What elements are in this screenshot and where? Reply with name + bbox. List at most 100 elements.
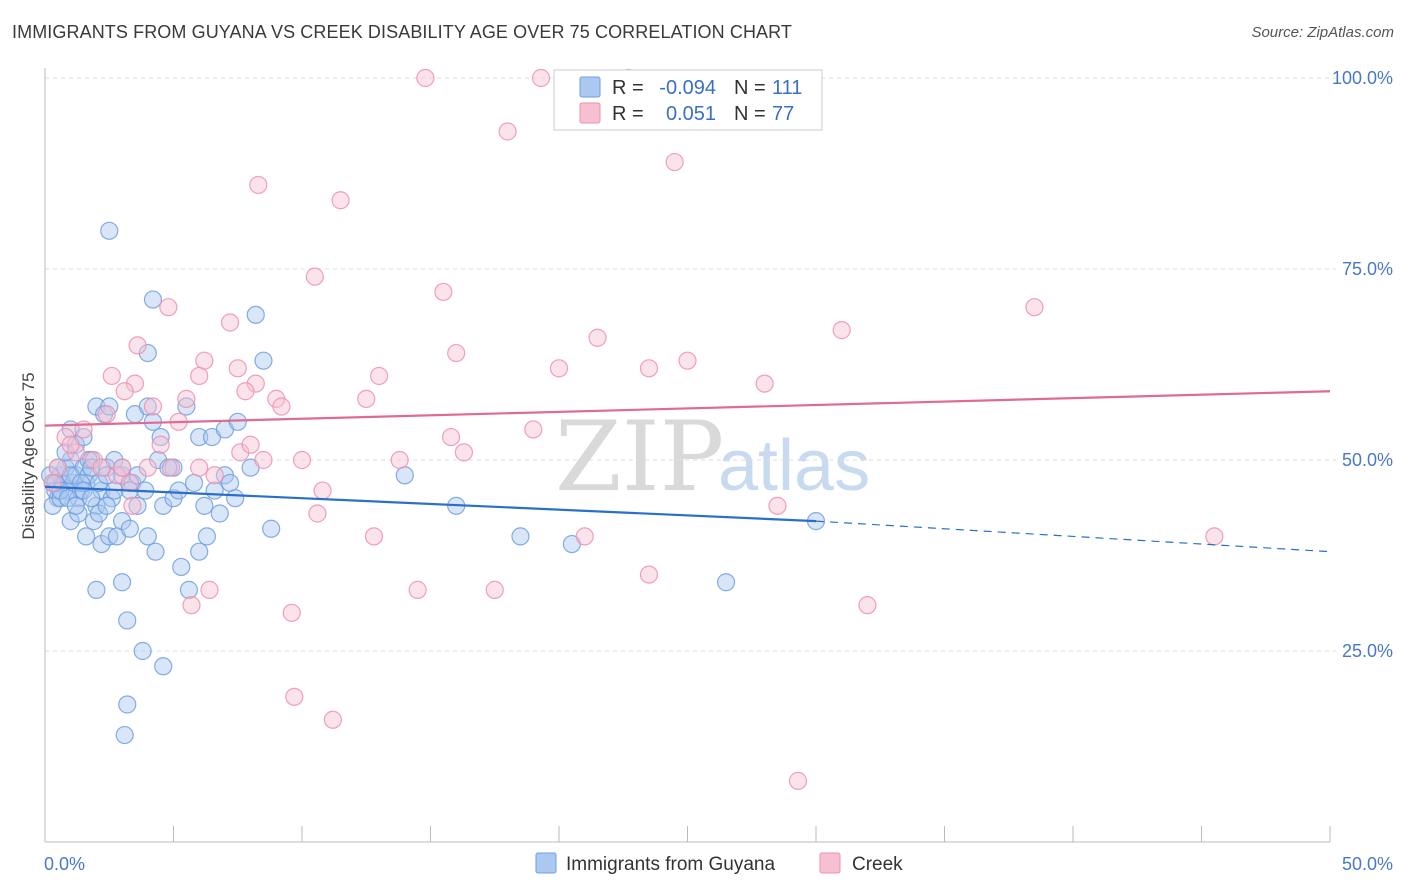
creek-point-14 xyxy=(447,343,466,363)
bottom-legend-label-guyana: Immigrants from Guyana xyxy=(566,854,775,875)
creek-point-16 xyxy=(549,359,569,378)
guyana-point-32 xyxy=(151,427,170,447)
creek-point-74 xyxy=(788,771,808,790)
creek-point-52 xyxy=(454,443,474,462)
legend-n-label-1: N = xyxy=(734,77,766,99)
creek-point-37 xyxy=(120,473,139,493)
guyana-point-98 xyxy=(97,496,116,515)
creek-point-48 xyxy=(272,397,291,416)
creek-point-66 xyxy=(485,580,504,599)
guyana-point-34 xyxy=(177,397,196,416)
guyana-point-44 xyxy=(254,351,273,370)
guyana-point-71 xyxy=(133,641,152,661)
guyana-point-56 xyxy=(128,496,147,515)
legend-n-value-2: 77 xyxy=(772,103,794,125)
guyana-point-75 xyxy=(262,519,281,538)
guyana-point-51 xyxy=(92,534,111,554)
creek-point-64 xyxy=(1205,527,1224,546)
guyana-point-61 xyxy=(172,557,191,577)
guyana-point-94 xyxy=(66,496,85,515)
legend-r-label-1: R = xyxy=(612,77,644,99)
creek-point-63 xyxy=(768,496,787,515)
guyana-point-69 xyxy=(87,580,106,599)
creek-point-69 xyxy=(200,580,219,599)
guyana-point-106 xyxy=(169,481,188,500)
series-legend: Immigrants from Guyana Creek xyxy=(535,852,903,875)
legend-r-value-2: 0.051 xyxy=(666,103,716,125)
creek-point-38 xyxy=(138,458,157,477)
chart-source: Source: ZipAtlas.com xyxy=(1251,24,1394,41)
y-tick-label-0: 25.0% xyxy=(1342,641,1393,661)
series-creek-points xyxy=(43,68,1224,790)
creek-point-58 xyxy=(123,496,142,515)
guyana-point-59 xyxy=(154,496,173,515)
trend-lines xyxy=(44,390,1331,553)
creek-point-22 xyxy=(125,374,145,393)
guyana-point-95 xyxy=(74,481,93,500)
creek-point-10 xyxy=(220,313,240,332)
creek-point-17 xyxy=(639,359,659,378)
creek-point-34 xyxy=(84,450,103,470)
creek-point-8 xyxy=(434,282,453,302)
guyana-point-72 xyxy=(154,657,173,676)
creek-point-19 xyxy=(190,366,209,386)
creek-point-39 xyxy=(161,458,181,477)
guyana-point-52 xyxy=(100,527,119,546)
creek-point-70 xyxy=(182,596,201,615)
correlation-legend: R = -0.094 N = 111 R = 0.051 N = 77 xyxy=(553,69,823,131)
guyana-point-85 xyxy=(89,473,109,493)
creek-point-9 xyxy=(1025,298,1044,317)
guyana-point-64 xyxy=(197,527,217,546)
guyana-point-58 xyxy=(146,542,165,561)
creek-point-7 xyxy=(305,267,324,286)
creek-trend-line xyxy=(44,390,1331,427)
guyana-point-96 xyxy=(82,489,101,508)
creek-point-30 xyxy=(97,405,116,424)
guyana-point-45 xyxy=(43,496,62,515)
y-tick-label-2: 75.0% xyxy=(1342,259,1393,279)
watermark-atlas: atlas xyxy=(718,426,870,506)
guyana-point-40 xyxy=(100,221,119,240)
guyana-point-55 xyxy=(120,519,139,538)
guyana-point-49 xyxy=(77,527,96,546)
creek-point-61 xyxy=(364,527,384,546)
guyana-point-74 xyxy=(115,725,134,745)
x-tick-label-1: 50.0% xyxy=(1342,854,1393,874)
guyana-point-26 xyxy=(87,397,106,416)
bottom-legend-swatch-creek xyxy=(819,852,841,874)
creek-point-51 xyxy=(441,427,461,447)
creek-point-26 xyxy=(115,382,134,401)
creek-point-65 xyxy=(408,580,427,599)
guyana-point-110 xyxy=(226,489,245,508)
creek-point-43 xyxy=(254,450,273,470)
guyana-point-102 xyxy=(128,466,147,485)
creek-point-11 xyxy=(832,321,851,340)
creek-point-59 xyxy=(313,481,332,500)
creek-point-55 xyxy=(61,435,80,454)
chart-title: IMMIGRANTS FROM GUYANA VS CREEK DISABILI… xyxy=(12,22,793,42)
guyana-point-108 xyxy=(195,496,214,515)
legend-r-value-1: -0.094 xyxy=(659,77,716,99)
y-tick-label-3: 100.0% xyxy=(1332,68,1393,88)
guyana-point-43 xyxy=(246,305,265,324)
guyana-point-78 xyxy=(511,527,530,546)
creek-point-71 xyxy=(282,603,301,622)
creek-point-42 xyxy=(231,443,250,462)
creek-point-54 xyxy=(48,458,67,477)
legend-n-value-1: 111 xyxy=(772,77,802,99)
creek-point-49 xyxy=(236,382,255,401)
creek-point-76 xyxy=(151,435,170,454)
guyana-point-80 xyxy=(716,573,736,592)
guyana-point-109 xyxy=(210,504,229,523)
creek-point-46 xyxy=(357,389,376,408)
creek-point-28 xyxy=(177,389,196,408)
creek-point-75 xyxy=(241,435,260,454)
x-tick-label-0: 0.0% xyxy=(44,854,85,874)
guyana-point-23 xyxy=(66,435,85,454)
creek-point-62 xyxy=(575,527,594,546)
watermark-zip: ZIP xyxy=(555,401,724,513)
creek-point-56 xyxy=(43,473,62,493)
legend-swatch-creek xyxy=(579,102,601,124)
creek-point-21 xyxy=(755,374,774,393)
